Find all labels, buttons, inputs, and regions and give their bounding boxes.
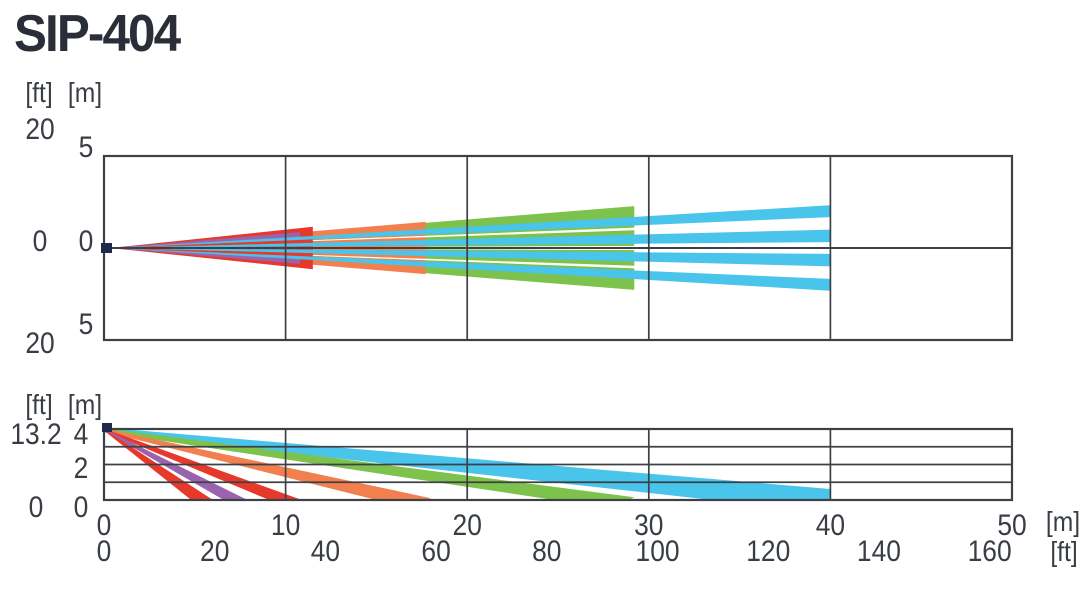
plan-beam-11m-outer-mirror xyxy=(110,248,313,270)
side-xaxis-unit-ft: [ft] xyxy=(1050,536,1077,568)
side-ytick-m-bottom: 0 xyxy=(74,489,89,523)
plan-ytick-m-center: 0 xyxy=(79,223,94,257)
plan-beam-40m-inner xyxy=(110,229,831,248)
plan-beam-8m-band xyxy=(110,232,301,248)
side-xtick-m-30: 30 xyxy=(634,507,663,541)
plan-beam-8m-band-mirror xyxy=(110,248,301,264)
plan-view-grid xyxy=(102,154,1014,342)
side-unit-m-label: [m] xyxy=(68,389,102,421)
plan-unit-ft-label: [ft] xyxy=(25,77,52,109)
page-title: SIP-404 xyxy=(14,5,181,63)
side-ytick-m-middle: 2 xyxy=(74,450,89,484)
plan-beam-11m-outer xyxy=(110,226,313,248)
plan-ytick-m-bottom: 5 xyxy=(79,306,94,340)
side-xtick-ft-160: 160 xyxy=(968,533,1012,567)
side-xtick-ft-120: 120 xyxy=(746,533,790,567)
plan-view-labels: [ft] [m] 20 5 0 0 20 5 xyxy=(25,77,102,360)
side-xtick-ft-40: 40 xyxy=(311,533,340,567)
side-view-chart: [ft] [m]13.2 420 00 10 20 30 40 50 [m]0 20 40 60 80 10… xyxy=(10,389,1080,568)
side-xtick-m-20: 20 xyxy=(453,507,482,541)
side-view-grid xyxy=(102,427,1014,502)
plan-sensor-marker xyxy=(101,243,112,253)
side-ytick-ft-bottom: 0 xyxy=(29,489,44,523)
side-xtick-ft-140: 140 xyxy=(857,533,901,567)
side-view-labels: [ft] [m]13.2 420 00 10 20 30 40 50 [m]0 20 40 60 80 10… xyxy=(10,389,1080,568)
plan-ytick-ft-center: 0 xyxy=(33,223,48,257)
plan-view-beams xyxy=(110,205,831,291)
plan-beam-40m-outer-mirror xyxy=(110,248,831,291)
side-ytick-m-top: 4 xyxy=(74,416,89,450)
side-xtick-m-10: 10 xyxy=(271,507,300,541)
side-sensor-marker xyxy=(102,423,112,432)
side-unit-ft-label: [ft] xyxy=(25,389,52,421)
plan-ytick-ft-bottom: 20 xyxy=(25,325,54,359)
side-xtick-m-0: 0 xyxy=(97,507,112,541)
plan-unit-m-label: [m] xyxy=(68,77,102,109)
side-xtick-ft-100: 100 xyxy=(636,533,680,567)
side-xaxis-unit-m: [m] xyxy=(1046,506,1080,538)
side-xtick-ft-80: 80 xyxy=(532,533,561,567)
plan-ytick-ft-top: 20 xyxy=(25,111,54,145)
side-xtick-ft-20: 20 xyxy=(200,533,229,567)
plan-ytick-m-top: 5 xyxy=(79,129,94,163)
plan-beam-30m-outer-mirror xyxy=(110,248,635,290)
side-xtick-m-50: 50 xyxy=(997,507,1026,541)
plan-beam-40m-outer xyxy=(110,205,831,248)
side-chart-border xyxy=(102,427,1014,502)
side-xtick-m-40: 40 xyxy=(816,507,845,541)
side-xtick-ft-0: 0 xyxy=(97,533,112,567)
side-ytick-ft-top: 13.2 xyxy=(10,416,61,450)
side-xtick-ft-60: 60 xyxy=(421,533,450,567)
plan-beam-40m-inner-mirror xyxy=(110,248,831,267)
plan-view-chart: [ft] [m] 20 5 0 0 20 5 xyxy=(25,77,1014,360)
